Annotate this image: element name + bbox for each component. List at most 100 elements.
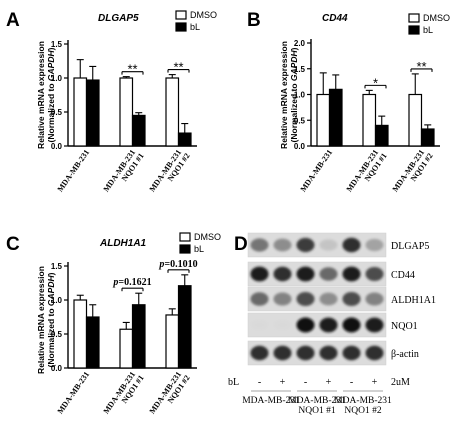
legend-swatch-bl — [179, 244, 191, 254]
blot-band — [273, 266, 292, 282]
blot-band — [319, 267, 338, 281]
blot-band — [342, 266, 361, 282]
bar-bl — [131, 114, 146, 147]
y-tick-label: 0.0 — [51, 364, 63, 373]
chart-title: CD44 — [322, 13, 348, 24]
bar-bl — [131, 304, 146, 369]
blot-strip — [247, 286, 387, 312]
blot-band — [319, 317, 338, 333]
category-label: MDA-MB-231 — [298, 148, 334, 194]
legend-swatch-dmso — [408, 13, 420, 23]
category-label: MDA-MB-231NQO1 #2 — [147, 146, 191, 198]
y-axis-label-gene: GAPDH — [289, 50, 299, 82]
blot-protein-label: ALDH1A1 — [391, 295, 436, 306]
category-label-line: MDA-MB-231 — [298, 148, 334, 194]
blot-band — [342, 237, 361, 253]
blot-lane-sign: - — [304, 377, 307, 388]
significance-stars: ** — [416, 59, 426, 74]
bar-bl — [85, 316, 100, 369]
category-label: MDA-MB-231NQO1 #2 — [390, 146, 434, 198]
blot-group-label-line: NQO1 #1 — [298, 406, 335, 416]
blot-band — [250, 319, 269, 331]
blot-group-label-line: NQO1 #2 — [344, 406, 381, 416]
category-label-line: MDA-MB-231 — [55, 148, 91, 194]
legend-swatch-dmso — [175, 10, 187, 20]
legend-label: bL — [194, 244, 204, 254]
panel-letter-b: B — [247, 10, 261, 31]
bar-dmso — [408, 93, 423, 147]
blot-band — [273, 319, 292, 331]
legend-swatch-bl — [175, 22, 187, 32]
significance-stars: * — [373, 75, 378, 90]
p-value-label: p=0.1010 — [158, 259, 197, 270]
p-value-symbol: p — [158, 259, 164, 270]
y-tick-label: 0.0 — [51, 142, 63, 151]
y-axis-label-pre: (Normalized to — [46, 306, 56, 367]
panel-letter-c: C — [6, 234, 20, 255]
y-axis-label-gene: GAPDH — [46, 275, 56, 307]
y-axis-label-line2: (Normalized to GAPDH) — [46, 47, 56, 142]
blot-band — [365, 345, 384, 361]
significance-stars: ** — [127, 62, 137, 77]
y-axis-label-line2: (Normalized to GAPDH) — [289, 47, 299, 142]
category-label: MDA-MB-231NQO1 #2 — [147, 368, 191, 420]
y-axis-label-pre: (Normalized to — [289, 81, 299, 142]
chart-title: DLGAP5 — [98, 13, 139, 24]
blot-treatment-label: bL — [228, 377, 239, 388]
blot-protein-label: DLGAP5 — [391, 241, 429, 252]
blot-band — [296, 237, 315, 253]
chart-cd44: CD44 Relative mRNA expression(Normalized … — [279, 13, 450, 198]
bar-dmso — [73, 77, 88, 147]
panel-letter-a: A — [6, 10, 20, 31]
category-label: MDA-MB-231 — [55, 148, 91, 194]
blot-band — [365, 317, 384, 333]
y-tick-label: 0.5 — [51, 330, 63, 339]
y-axis-label-line1: Relative mRNA expression — [36, 266, 46, 374]
bar-dmso — [119, 328, 134, 369]
bar-bl — [420, 128, 435, 147]
blot-band — [319, 239, 338, 251]
y-tick-label: 0.5 — [294, 116, 306, 125]
blot-band — [250, 238, 269, 252]
bar-bl — [328, 88, 343, 147]
bar-dmso — [119, 77, 134, 147]
bar-bl — [374, 124, 389, 147]
blot-band — [250, 266, 269, 282]
blot-strip — [247, 340, 387, 366]
legend-label: DMSO — [423, 13, 450, 23]
y-tick-label: 1.0 — [51, 296, 63, 305]
category-label: MDA-MB-231NQO1 #1 — [101, 368, 145, 420]
blot-group-label-line: MDA-MB-231 — [334, 396, 392, 406]
blot-group-label: MDA-MB-231 — [242, 396, 300, 406]
bar-dmso — [165, 77, 180, 147]
y-tick-label: 0.0 — [294, 142, 306, 151]
y-axis-label-post: ) — [46, 272, 56, 275]
blot-strip — [247, 261, 387, 287]
bar-bl — [177, 132, 192, 147]
bar-dmso — [362, 93, 377, 147]
blot-band — [319, 345, 338, 361]
chart-dlgap5: DLGAP5 Relative mRNA expression(Normalize… — [36, 10, 217, 198]
p-value-text: =0.1010 — [164, 259, 197, 270]
y-axis-label-post: ) — [46, 47, 56, 50]
legend-label: bL — [190, 22, 200, 32]
blot-dose-label: 2uM — [391, 377, 410, 388]
y-axis-label-pre: (Normalized to — [46, 81, 56, 142]
chart-aldh1a1: ALDH1A1 Relative mRNA expression(Normaliz… — [36, 232, 221, 420]
blot-lane-sign: - — [350, 377, 353, 388]
western-blot: DLGAP5 CD44 ALDH1A1 NQO1 β-actin bL - + - + - +2uM M… — [228, 232, 436, 416]
blot-lane-sign: - — [258, 377, 261, 388]
blot-group-label-line: MDA-MB-231 — [242, 396, 300, 406]
category-label: MDA-MB-231NQO1 #1 — [344, 146, 388, 198]
blot-band — [342, 317, 361, 333]
legend-label: DMSO — [194, 232, 221, 242]
y-axis-label-line1: Relative mRNA expression — [279, 41, 289, 149]
bar-dmso — [165, 314, 180, 369]
category-label: MDA-MB-231NQO1 #1 — [101, 146, 145, 198]
blot-band — [296, 345, 315, 361]
blot-band — [273, 345, 292, 361]
legend-swatch-dmso — [179, 232, 191, 242]
blot-strip — [247, 232, 387, 258]
category-label: MDA-MB-231 — [55, 370, 91, 416]
